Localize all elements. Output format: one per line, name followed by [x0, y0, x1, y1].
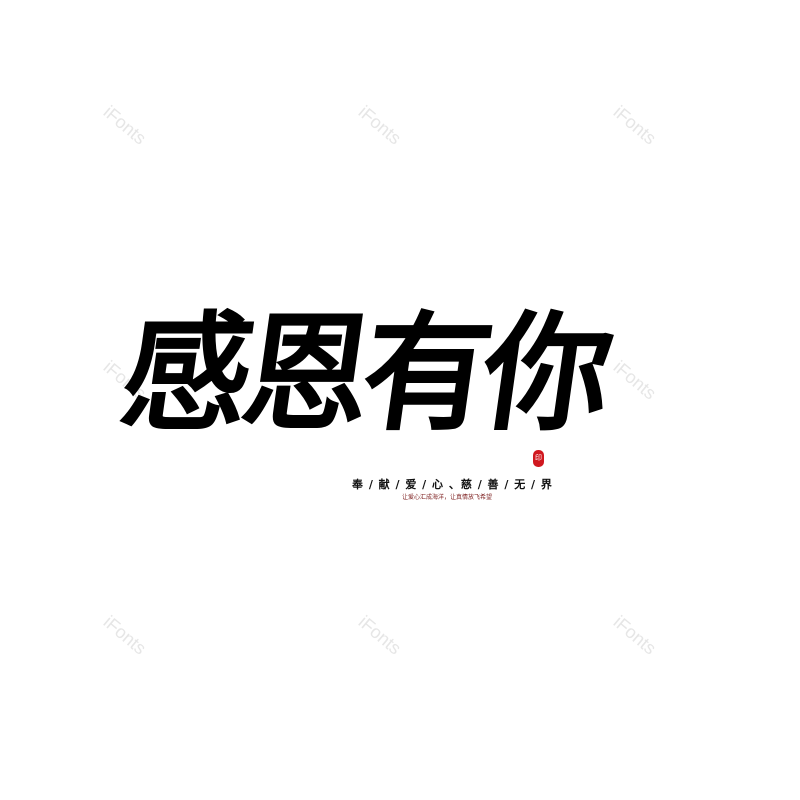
subtitle: 奉 / 献 / 爱 / 心 、慈 / 善 / 无 / 界	[352, 478, 553, 491]
watermark: iFonts	[609, 101, 661, 149]
calligraphy-title: 感恩有你	[112, 299, 614, 449]
watermark: iFonts	[99, 611, 151, 659]
watermark: iFonts	[354, 101, 406, 149]
watermark: iFonts	[609, 356, 661, 404]
tagline: 让爱心汇成海洋，让真情放飞希望	[402, 494, 493, 501]
red-seal: 印	[533, 450, 544, 467]
watermark: iFonts	[99, 101, 151, 149]
watermark: iFonts	[609, 611, 661, 659]
watermark: iFonts	[354, 611, 406, 659]
